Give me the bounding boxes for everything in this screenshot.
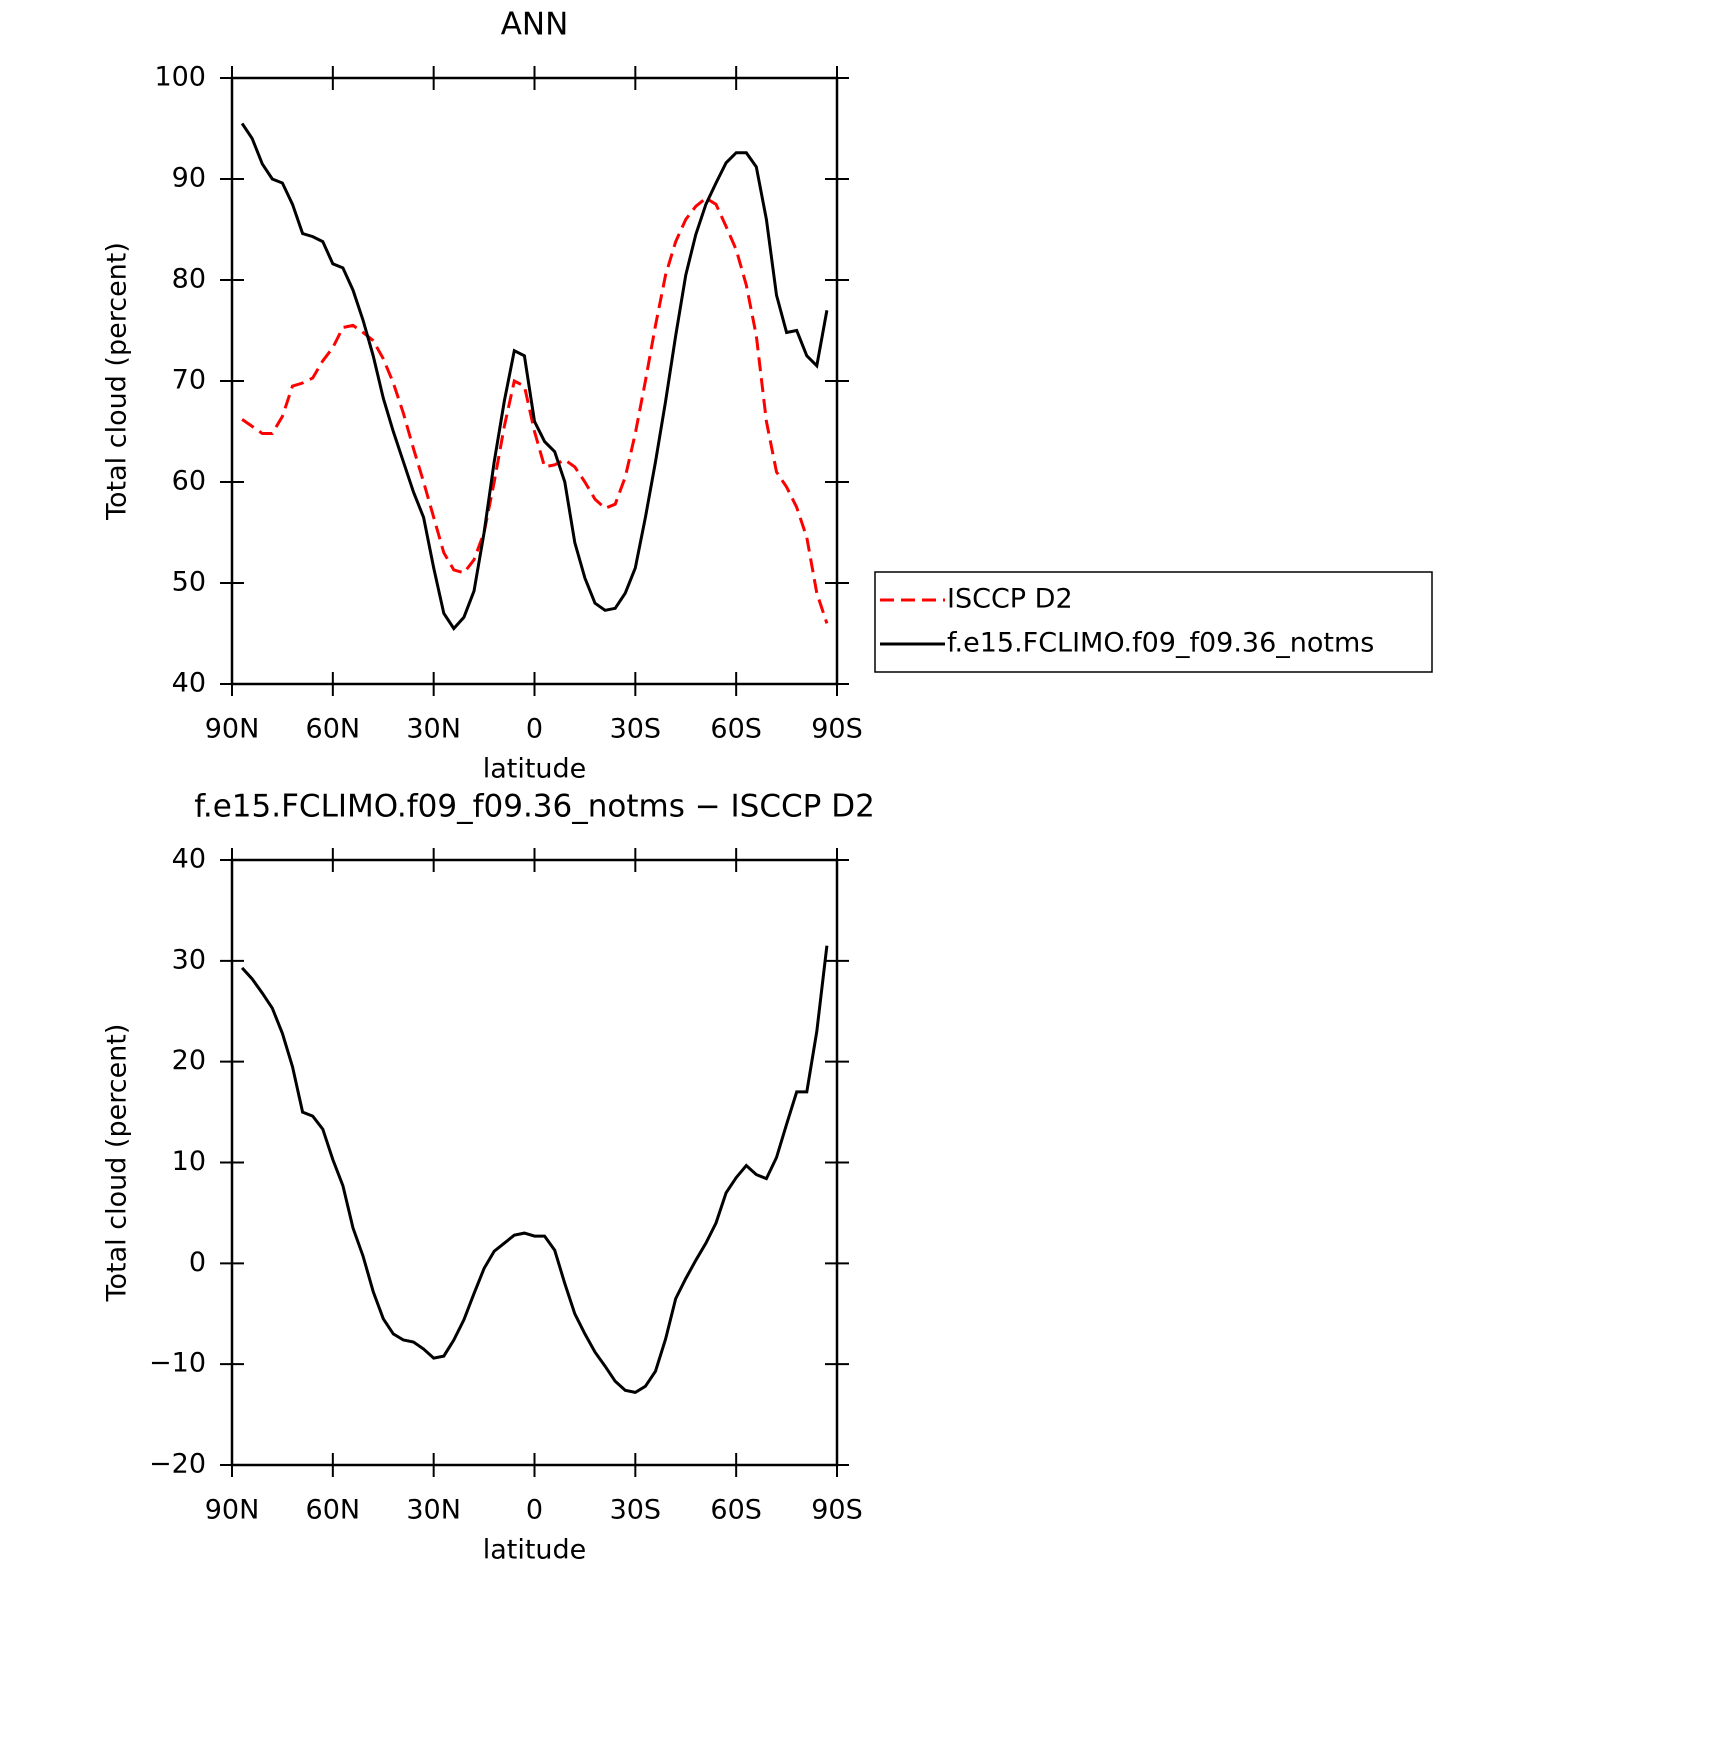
- data-line: [240, 945, 829, 1394]
- y-axis-label: Total cloud (percent): [102, 242, 133, 521]
- plot-frame: [230, 76, 839, 686]
- data-line: [241, 196, 829, 624]
- x-tick-label: 0: [526, 1495, 543, 1526]
- y-tick-label: 60: [172, 466, 206, 497]
- legend-box: [874, 571, 1433, 673]
- x-axis-label: latitude: [483, 1535, 587, 1566]
- x-axis-label: latitude: [483, 754, 587, 785]
- x-tick-label: 90S: [811, 1495, 863, 1526]
- x-tick-label: 30S: [610, 1495, 662, 1526]
- y-tick-label: 20: [172, 1045, 206, 1076]
- y-tick-label: 10: [172, 1146, 206, 1177]
- x-tick-label: 90N: [205, 1495, 260, 1526]
- x-tick-label: 30S: [610, 714, 662, 745]
- x-tick-label: 60S: [710, 714, 762, 745]
- y-tick-label: 50: [172, 567, 206, 598]
- legend-label: f.e15.FCLIMO.f09_f09.36_notms: [947, 628, 1374, 659]
- x-tick-label: 60N: [306, 714, 361, 745]
- y-axis-label: Total cloud (percent): [102, 1024, 133, 1303]
- data-line: [240, 122, 829, 631]
- y-tick-label: −10: [149, 1348, 206, 1379]
- x-tick-label: 0: [526, 714, 543, 745]
- plot-frame: [230, 858, 839, 1467]
- y-tick-label: 40: [172, 844, 206, 875]
- legend: ISCCP D2 f.e15.FCLIMO.f09_f09.36_notms: [874, 571, 1433, 673]
- y-tick-label: 100: [154, 62, 206, 93]
- y-tick-label: 0: [189, 1247, 206, 1278]
- y-tick-label: 80: [172, 264, 206, 295]
- x-tick-label: 30N: [406, 714, 461, 745]
- y-tick-label: 40: [172, 668, 206, 699]
- y-tick-label: −20: [149, 1449, 206, 1480]
- x-tick-label: 60N: [306, 1495, 361, 1526]
- x-tick-label: 30N: [406, 1495, 461, 1526]
- chart-title: ANN: [501, 7, 569, 43]
- y-tick-label: 90: [172, 163, 206, 194]
- x-tick-label: 90S: [811, 714, 863, 745]
- y-tick-label: 70: [172, 365, 206, 396]
- x-tick-label: 60S: [710, 1495, 762, 1526]
- y-tick-label: 30: [172, 944, 206, 975]
- x-tick-label: 90N: [205, 714, 260, 745]
- legend-label: ISCCP D2: [947, 584, 1073, 615]
- chart-title: f.e15.FCLIMO.f09_f09.36_notms − ISCCP D2: [194, 789, 875, 825]
